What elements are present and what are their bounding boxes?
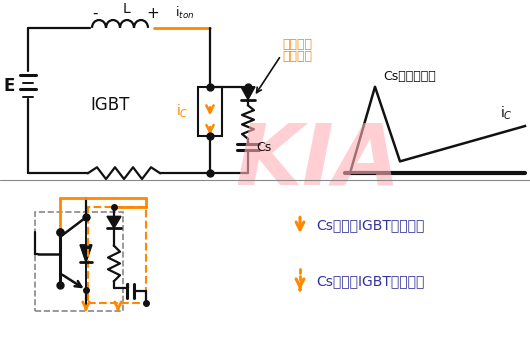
Text: 放電電流: 放電電流	[282, 38, 312, 51]
Polygon shape	[107, 216, 121, 228]
Text: L: L	[122, 2, 130, 16]
Text: i$_{ton}$: i$_{ton}$	[175, 5, 195, 21]
Text: KIA: KIA	[235, 120, 401, 203]
Text: i$_C$: i$_C$	[500, 104, 513, 122]
Text: -: -	[92, 6, 98, 21]
Text: E: E	[3, 77, 15, 95]
FancyBboxPatch shape	[35, 212, 123, 310]
Text: Cs的放電電流: Cs的放電電流	[383, 70, 436, 83]
Text: Cs: Cs	[256, 141, 271, 154]
Text: Cs充電（IGBT關斷）時: Cs充電（IGBT關斷）時	[316, 218, 425, 232]
Polygon shape	[80, 245, 92, 262]
Text: Cs放電（IGBT開通）時: Cs放電（IGBT開通）時	[316, 274, 425, 288]
Text: 限制電陀: 限制電陀	[282, 50, 312, 64]
Polygon shape	[241, 87, 255, 100]
Text: i$_C$: i$_C$	[175, 103, 188, 120]
Text: +: +	[147, 6, 160, 21]
Bar	[198, 87, 222, 136]
Text: IGBT: IGBT	[90, 97, 130, 115]
